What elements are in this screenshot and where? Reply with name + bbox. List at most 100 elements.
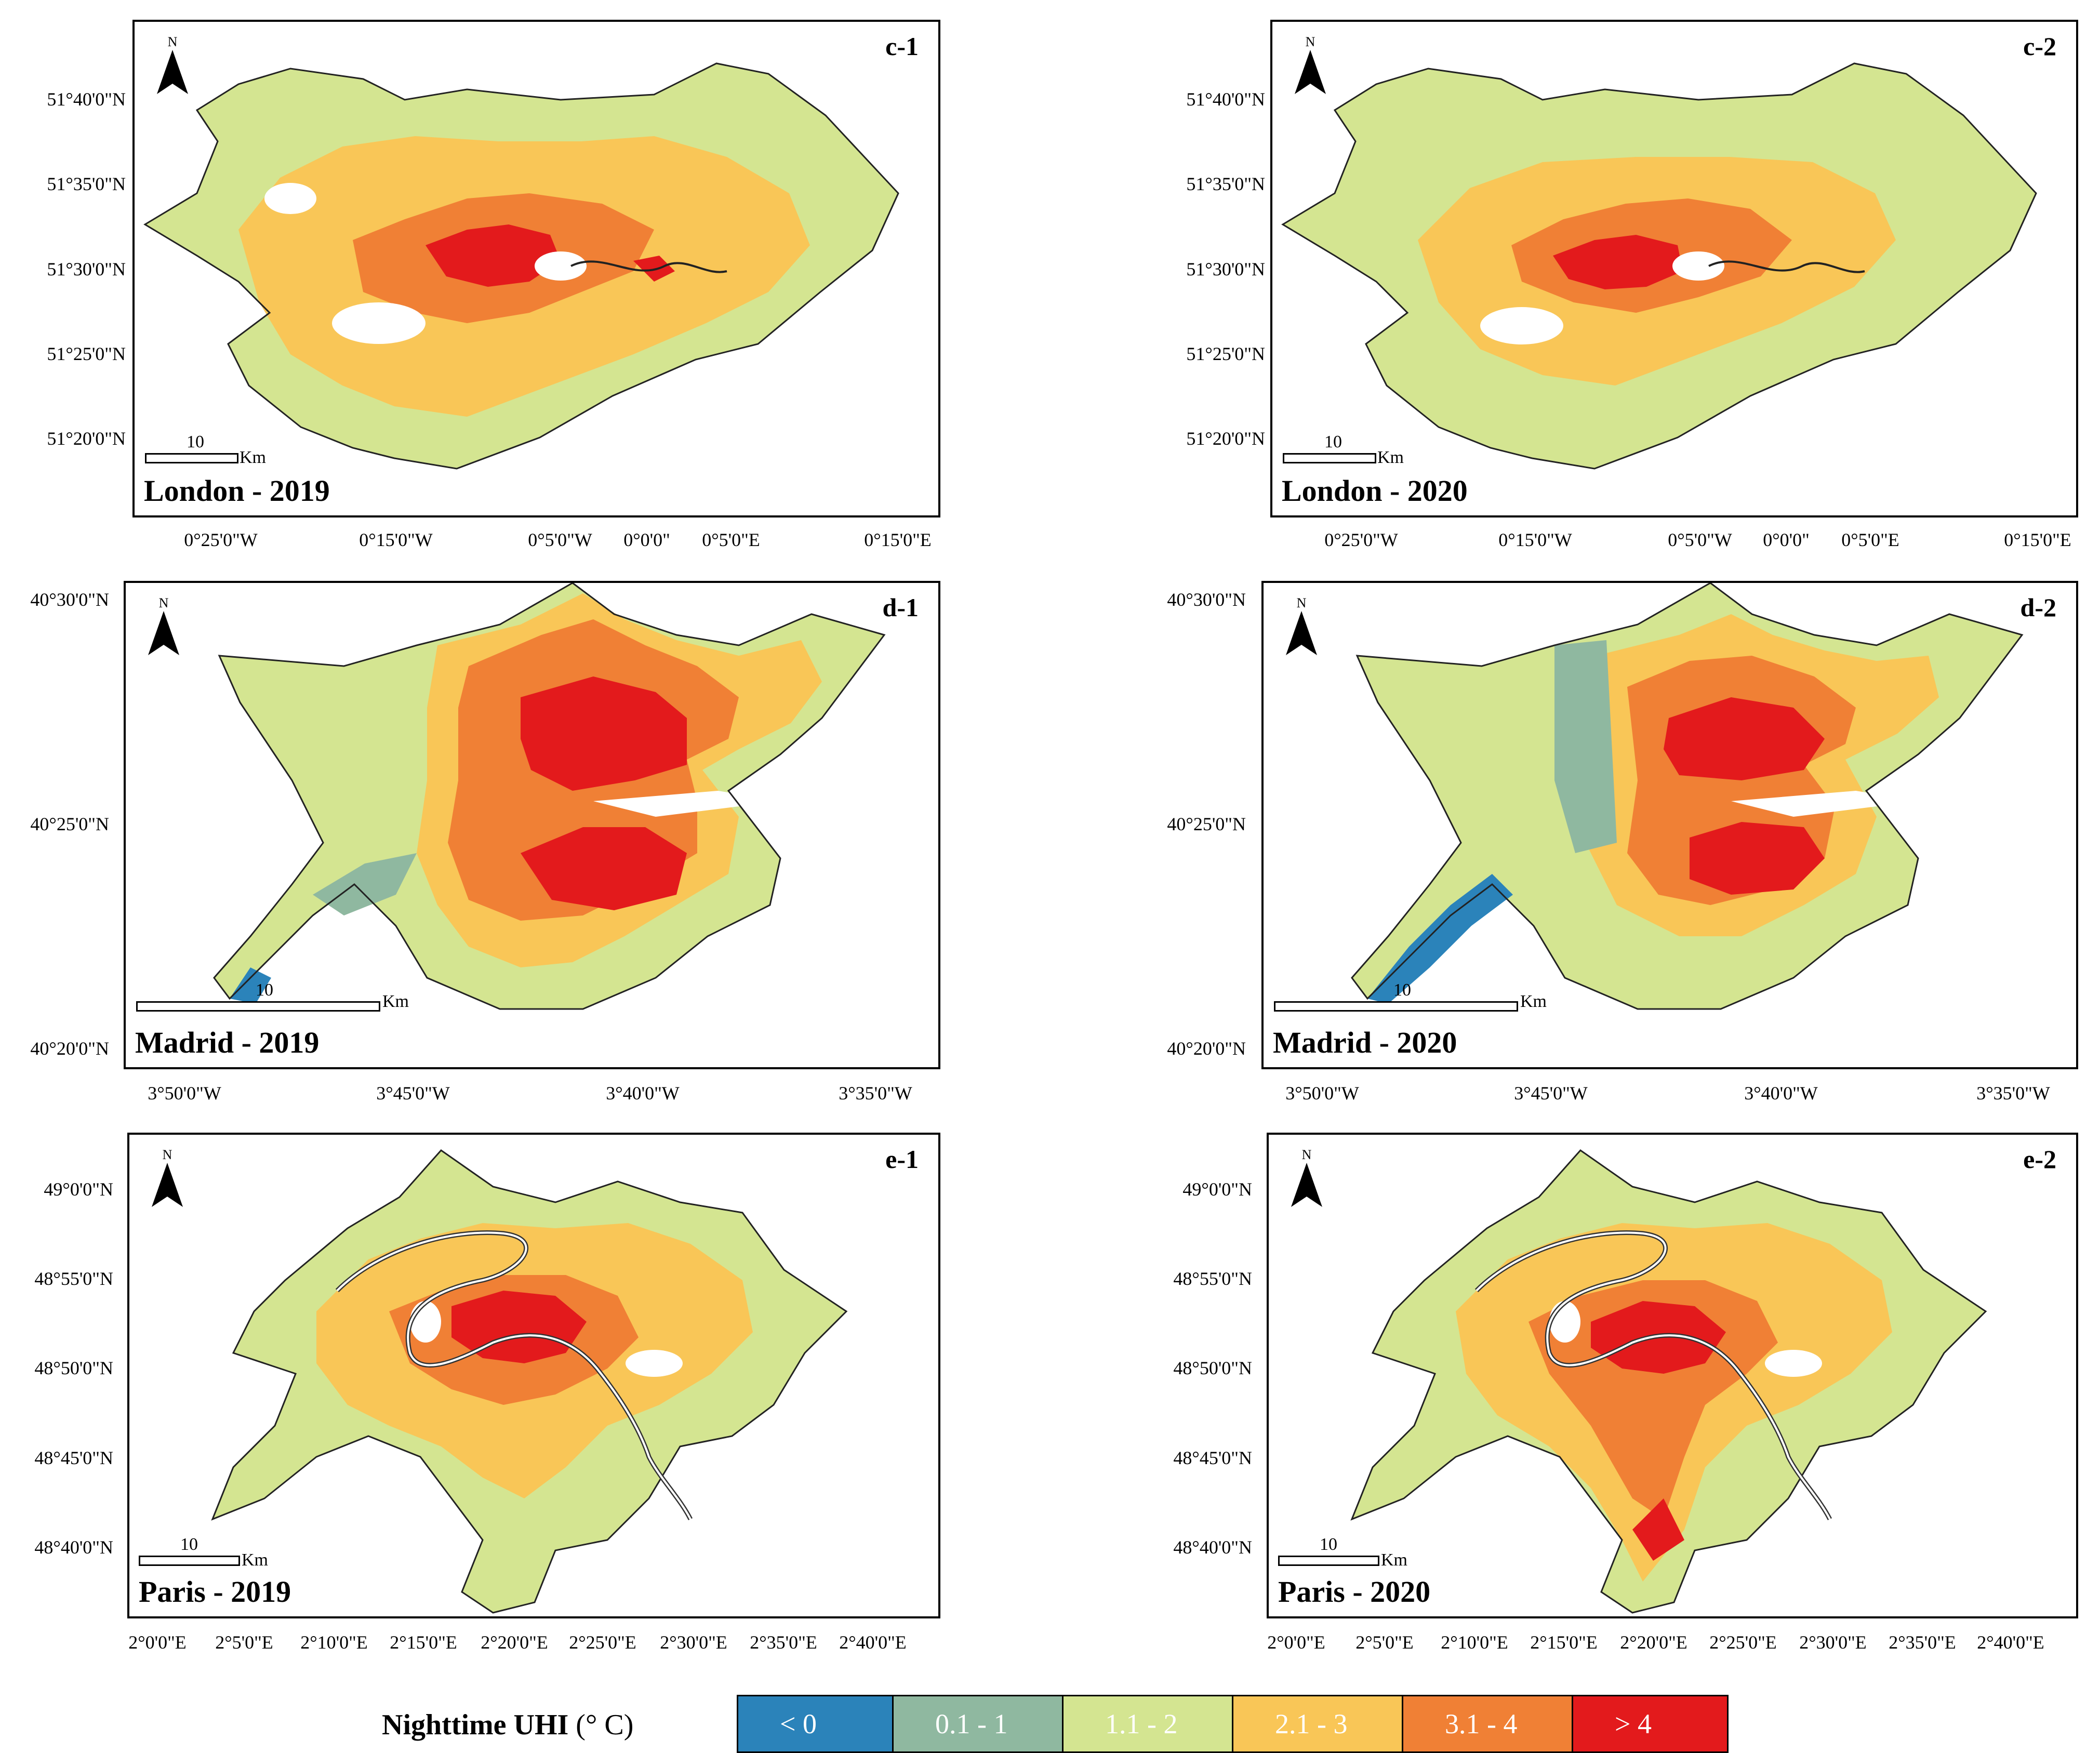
north-arrow-icon	[152, 1163, 183, 1207]
lat-tick: 40°30'0"N	[1167, 589, 1246, 610]
lat-tick: 48°40'0"N	[34, 1537, 113, 1558]
lat-tick: 40°25'0"N	[1167, 814, 1246, 834]
north-arrow: N	[1288, 1147, 1325, 1212]
north-arrow-icon	[1295, 50, 1326, 94]
lon-tick: 2°5'0"E	[215, 1632, 273, 1653]
lat-tick: 48°45'0"N	[34, 1447, 113, 1468]
scale-value: 10	[1320, 1535, 1337, 1554]
lon-tick: 2°40'0"E	[1977, 1632, 2044, 1653]
lon-tick: 2°25'0"E	[569, 1632, 636, 1653]
lon-tick: 0°15'0"W	[359, 529, 433, 550]
lon-tick: 0°25'0"W	[1324, 529, 1398, 550]
lon-tick: 0°5'0"E	[1841, 529, 1899, 550]
lon-tick: 2°10'0"E	[300, 1632, 368, 1653]
north-label: N	[162, 1147, 172, 1162]
lat-tick: 51°20'0"N	[47, 428, 126, 449]
lat-tick: 40°30'0"N	[30, 589, 109, 610]
lat-tick: 48°45'0"N	[1173, 1447, 1252, 1468]
scale-bar: 10 Km	[139, 1535, 295, 1570]
scale-bar: 10 Km	[1278, 1535, 1434, 1570]
scale-unit: Km	[1377, 448, 1404, 467]
north-arrow: N	[1283, 595, 1320, 660]
lon-tick: 2°0'0"E	[1267, 1632, 1325, 1653]
lon-tick: 2°15'0"E	[390, 1632, 457, 1653]
lon-tick: 2°30'0"E	[1799, 1632, 1867, 1653]
lon-tick: 0°15'0"W	[1498, 529, 1572, 550]
scale-bar-box	[1278, 1556, 1379, 1566]
north-arrow: N	[1292, 34, 1328, 99]
panel-label: d-1	[882, 593, 919, 622]
lon-tick: 3°45'0"W	[1514, 1083, 1588, 1104]
legend-title: Nighttime UHI (° C)	[382, 1708, 633, 1742]
lon-tick: 0°15'0"E	[864, 529, 932, 550]
lon-tick: 2°40'0"E	[839, 1632, 907, 1653]
scale-bar: 10 Km	[1274, 980, 1565, 1012]
north-arrow-icon	[157, 50, 188, 94]
map-panel-london-2019: c-1 N 10 Km London - 2019	[132, 20, 940, 517]
north-arrow: N	[154, 34, 191, 99]
panel-label: e-2	[2023, 1145, 2056, 1174]
panel-label: d-2	[2020, 593, 2056, 622]
lon-tick: 0°25'0"W	[184, 529, 258, 550]
scale-value: 10	[180, 1535, 198, 1554]
paris-2019-uhi-map	[211, 1149, 848, 1614]
lon-tick: 3°45'0"W	[376, 1083, 450, 1104]
lon-tick: 2°30'0"E	[660, 1632, 727, 1653]
map-title: Madrid - 2019	[135, 1026, 320, 1059]
legend-class-3: 1.1 - 2	[1062, 1695, 1233, 1753]
north-label: N	[158, 595, 169, 610]
scale-unit: Km	[242, 1550, 268, 1570]
scale-bar: 10 Km	[145, 432, 280, 467]
lat-tick: 51°40'0"N	[1186, 89, 1265, 110]
scale-value: 10	[1324, 432, 1342, 451]
lon-tick: 2°15'0"E	[1530, 1632, 1598, 1653]
lat-tick: 49°0'0"N	[44, 1179, 113, 1200]
lat-tick: 51°35'0"N	[47, 174, 126, 194]
north-label: N	[167, 34, 178, 49]
lon-tick: 3°40'0"W	[1744, 1083, 1818, 1104]
uhi-legend: Nighttime UHI (° C) < 0 0.1 - 1 1.1 - 2 …	[0, 1694, 2100, 1753]
legend-class-6: > 4	[1572, 1695, 1729, 1753]
lon-tick: 2°20'0"E	[481, 1632, 548, 1653]
lat-tick: 51°25'0"N	[1186, 343, 1265, 364]
map-title: London - 2019	[144, 474, 330, 508]
north-label: N	[1305, 34, 1315, 49]
scale-bar: 10 Km	[136, 980, 427, 1012]
lon-tick: 0°5'0"E	[702, 529, 760, 550]
map-title: Madrid - 2020	[1273, 1026, 1457, 1059]
map-panel-paris-2019: e-1 N 10 Km Paris - 2019	[127, 1133, 940, 1618]
map-panel-madrid-2020: d-2 N 10 Km Madrid - 2020	[1261, 581, 2078, 1069]
lon-tick: 2°25'0"E	[1709, 1632, 1777, 1653]
scale-unit: Km	[1381, 1550, 1407, 1570]
lon-tick: 2°35'0"E	[750, 1632, 817, 1653]
madrid-2020-uhi-map	[1351, 583, 2024, 1010]
lon-tick: 0°0'0"	[623, 529, 670, 550]
lon-tick: 3°35'0"W	[1976, 1083, 2050, 1104]
lon-tick: 0°5'0"W	[1668, 529, 1732, 550]
legend-unit: (° C)	[576, 1709, 634, 1741]
lat-tick: 51°25'0"N	[47, 343, 126, 364]
lon-tick: 0°0'0"	[1763, 529, 1810, 550]
lat-tick: 48°50'0"N	[1173, 1358, 1252, 1378]
lat-tick: 49°0'0"N	[1182, 1179, 1252, 1200]
panel-label: c-1	[885, 32, 919, 61]
scale-bar: 10 Km	[1283, 432, 1418, 467]
legend-class-1: < 0	[737, 1695, 894, 1753]
north-arrow-icon	[1291, 1163, 1322, 1207]
scale-value: 10	[187, 432, 204, 451]
north-arrow: N	[145, 595, 182, 660]
north-label: N	[1301, 1147, 1312, 1162]
legend-class-5: 3.1 - 4	[1402, 1695, 1573, 1753]
north-arrow-icon	[1286, 611, 1317, 655]
lon-tick: 2°20'0"E	[1620, 1632, 1687, 1653]
scale-unit: Km	[1520, 992, 1547, 1011]
london-2020-uhi-map	[1281, 62, 2037, 470]
north-label: N	[1296, 595, 1307, 610]
lat-tick: 51°30'0"N	[1186, 259, 1265, 280]
legend-class-2: 0.1 - 1	[892, 1695, 1064, 1753]
north-arrow-icon	[148, 611, 179, 655]
legend-title-text: Nighttime UHI	[382, 1709, 569, 1741]
map-title: London - 2020	[1282, 474, 1468, 508]
lat-tick: 51°20'0"N	[1186, 428, 1265, 449]
legend-class-4: 2.1 - 3	[1232, 1695, 1403, 1753]
